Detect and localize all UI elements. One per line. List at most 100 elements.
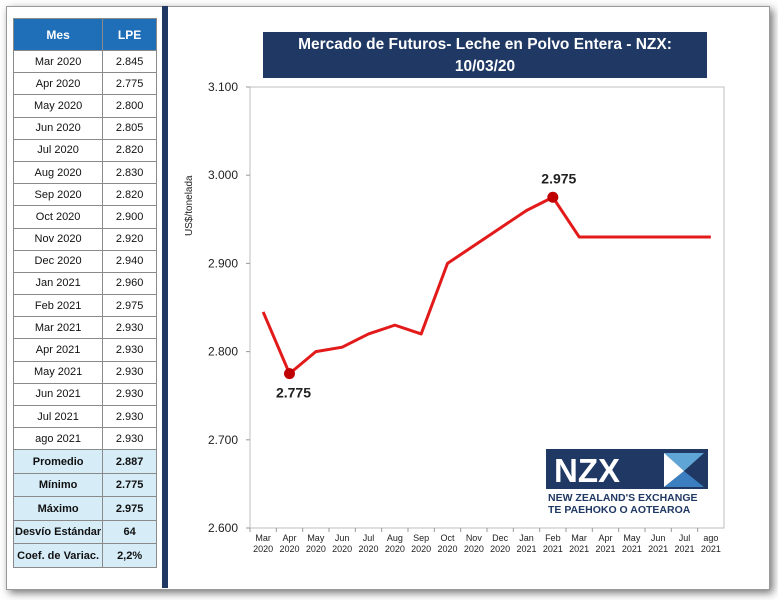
x-tick-label-year: 2020 xyxy=(464,544,484,554)
x-tick-label-month: Nov xyxy=(466,533,483,543)
price-cell: 2.960 xyxy=(102,271,157,296)
stat-label: Desvío Estándar xyxy=(12,519,104,545)
x-tick-label-year: 2021 xyxy=(701,544,721,554)
stat-row: Desvío Estándar 64 xyxy=(12,519,157,545)
table-row: Aug 2020 2.830 xyxy=(12,160,157,185)
nzx-logo-text: NZX xyxy=(554,452,620,489)
x-tick-label-month: ago xyxy=(703,533,718,543)
header-mes: Mes xyxy=(12,18,104,51)
price-cell: 2.845 xyxy=(102,49,157,74)
price-cell: 2.940 xyxy=(102,249,157,273)
month-cell: Aug 2020 xyxy=(12,160,104,185)
x-tick-label-month: Jul xyxy=(679,533,691,543)
table-row: ago 2021 2.930 xyxy=(12,427,157,451)
x-tick-label-month: Jan xyxy=(519,533,534,543)
table-row: Apr 2020 2.775 xyxy=(12,72,157,96)
table-row: Jul 2021 2.930 xyxy=(12,404,157,429)
table-row: Jul 2020 2.820 xyxy=(12,138,157,162)
month-cell: Jul 2020 xyxy=(12,138,104,162)
month-cell: Sep 2020 xyxy=(12,183,104,207)
month-cell: ago 2021 xyxy=(12,427,104,451)
nzx-logo-triangle-left xyxy=(664,453,684,487)
x-tick-label-month: Aug xyxy=(387,533,403,543)
month-cell: Apr 2020 xyxy=(12,72,104,96)
table-row: Jan 2021 2.960 xyxy=(12,271,157,296)
x-tick-label-year: 2021 xyxy=(674,544,694,554)
table-row: Mar 2020 2.845 xyxy=(12,49,157,74)
stat-value: 2.887 xyxy=(102,449,157,474)
chart-title-line2: 10/03/20 xyxy=(454,58,516,75)
x-tick-label-year: 2020 xyxy=(411,544,431,554)
stat-label: Máximo xyxy=(12,496,104,521)
stat-value: 64 xyxy=(102,519,157,545)
price-cell: 2.930 xyxy=(102,382,157,407)
x-tick-label-year: 2020 xyxy=(358,544,378,554)
stat-row: Promedio 2.887 xyxy=(12,449,157,474)
table-row: Dec 2020 2.940 xyxy=(12,249,157,273)
nzx-logo-line2: TE PAEHOKO O AOTEAROA xyxy=(548,504,691,516)
x-tick-label-month: Oct xyxy=(440,533,455,543)
x-tick-label-year: 2020 xyxy=(279,544,299,554)
nzx-logo-triangle-top xyxy=(664,453,704,471)
table-row: Feb 2021 2.975 xyxy=(12,294,157,318)
x-tick-label-month: Jun xyxy=(335,533,350,543)
stat-label: Coef. de Variac. xyxy=(12,543,104,568)
month-cell: Feb 2021 xyxy=(12,294,104,318)
price-cell: 2.930 xyxy=(102,316,157,340)
price-cell: 2.900 xyxy=(102,205,157,229)
month-cell: Mar 2020 xyxy=(12,49,104,74)
y-tick-label: 2.700 xyxy=(208,433,238,447)
x-tick-label-year: 2021 xyxy=(622,544,642,554)
x-tick-label-month: Apr xyxy=(282,533,296,543)
nzx-logo-triangle-bottom xyxy=(664,471,704,487)
x-tick-label-year: 2020 xyxy=(332,544,352,554)
x-tick-label-month: May xyxy=(623,533,641,543)
stat-row: Coef. de Variac. 2,2% xyxy=(12,543,157,568)
month-cell: Nov 2020 xyxy=(12,227,104,251)
stat-row: Máximo 2.975 xyxy=(12,496,157,521)
data-point-marker xyxy=(547,191,559,203)
price-cell: 2.930 xyxy=(102,360,157,384)
x-tick-label-month: Jun xyxy=(651,533,666,543)
nzx-logo-graphic: NZX NEW ZEALAND'S EXCHANGE TE PAEHOKO O … xyxy=(546,449,708,516)
table-row: Sep 2020 2.820 xyxy=(12,183,157,207)
chart-title: Mercado de Futuros- Leche en Polvo Enter… xyxy=(263,32,707,78)
header-lpe: LPE xyxy=(102,18,157,51)
x-tick-label-year: 2020 xyxy=(306,544,326,554)
stat-value: 2.775 xyxy=(102,472,157,498)
nzx-logo-line1: NEW ZEALAND'S EXCHANGE xyxy=(548,492,698,504)
y-tick-label: 2.800 xyxy=(208,345,238,359)
series-line xyxy=(261,195,711,376)
x-tick-label-month: Dec xyxy=(492,533,509,543)
x-tick-label-month: Mar xyxy=(255,533,271,543)
x-tick-label-year: 2021 xyxy=(543,544,563,554)
month-cell: Jun 2020 xyxy=(12,116,104,140)
table-row: May 2021 2.930 xyxy=(12,360,157,384)
data-label: 2.975 xyxy=(541,170,576,186)
nzx-logo: NZX NEW ZEALAND'S EXCHANGE TE PAEHOKO O … xyxy=(546,449,708,516)
table-row: May 2020 2.800 xyxy=(12,94,157,118)
stat-label: Mínimo xyxy=(12,472,104,498)
data-label: 2.775 xyxy=(276,385,311,401)
chart-title-line1: Mercado de Futuros- Leche en Polvo Enter… xyxy=(298,36,672,53)
price-cell: 2.820 xyxy=(102,183,157,207)
x-tick-label-year: 2021 xyxy=(516,544,536,554)
x-tick-label-year: 2020 xyxy=(253,544,273,554)
x-tick-label-year: 2020 xyxy=(437,544,457,554)
price-table: Mes LPE Mar 2020 2.845 Apr 2020 2.775 May 20… xyxy=(12,18,157,568)
stat-row: Mínimo 2.775 xyxy=(12,472,157,498)
price-cell: 2.975 xyxy=(102,294,157,318)
x-tick-label-month: Sep xyxy=(413,533,429,543)
x-tick-label-year: 2021 xyxy=(569,544,589,554)
price-cell: 2.930 xyxy=(102,427,157,451)
stat-label: Promedio xyxy=(12,449,104,474)
month-cell: Mar 2021 xyxy=(12,316,104,340)
stat-value: 2,2% xyxy=(102,543,157,568)
month-cell: Dec 2020 xyxy=(12,249,104,273)
x-tick-label-month: Apr xyxy=(598,533,612,543)
month-cell: May 2021 xyxy=(12,360,104,384)
x-tick-label-year: 2021 xyxy=(648,544,668,554)
data-point-marker xyxy=(284,368,295,380)
price-cell: 2.775 xyxy=(102,72,157,96)
